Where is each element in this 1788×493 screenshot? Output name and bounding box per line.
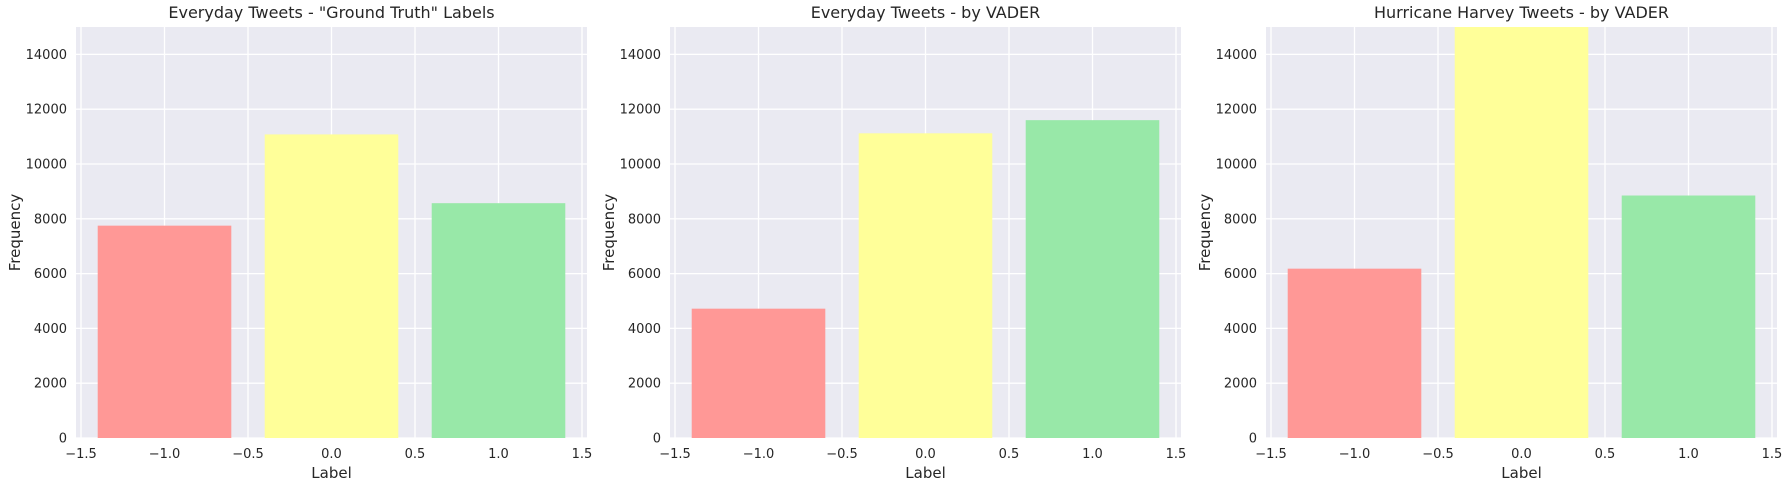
x-tick-label: 0.0 xyxy=(915,447,936,462)
bars xyxy=(97,134,566,438)
bar xyxy=(858,133,993,438)
x-tick-label: −0.5 xyxy=(1422,447,1454,462)
y-tick-label: 10000 xyxy=(26,158,67,173)
x-tick-label: −1.5 xyxy=(65,447,97,462)
x-tick-label: 0.0 xyxy=(1511,447,1532,462)
x-tick-label: 1.0 xyxy=(1082,447,1103,462)
y-tick-label: 2000 xyxy=(628,377,661,392)
y-tick-label: 4000 xyxy=(34,322,67,337)
y-axis-label: Frequency xyxy=(600,194,618,272)
bar xyxy=(1621,195,1756,438)
y-tick-label: 14000 xyxy=(26,48,67,63)
y-tick-label: 2000 xyxy=(34,377,67,392)
x-tick-label: −0.5 xyxy=(232,447,264,462)
x-tick-label: −1.5 xyxy=(659,447,691,462)
bar xyxy=(691,308,826,438)
y-tick-label: 4000 xyxy=(628,322,661,337)
x-tick-label: −0.5 xyxy=(826,447,858,462)
y-axis-label: Frequency xyxy=(1196,194,1214,272)
y-tick-label: 8000 xyxy=(34,212,67,227)
x-tick-label: 0.0 xyxy=(321,447,342,462)
x-tick-label: −1.0 xyxy=(149,447,181,462)
bars xyxy=(691,120,1160,438)
bar xyxy=(1454,27,1589,438)
x-axis-label: Label xyxy=(1501,464,1541,482)
bar xyxy=(97,225,232,438)
x-tick-label: 1.5 xyxy=(1166,447,1187,462)
y-tick-label: 6000 xyxy=(1224,267,1257,282)
x-axis-label: Label xyxy=(905,464,945,482)
bar xyxy=(264,134,399,438)
x-tick-label: −1.0 xyxy=(743,447,775,462)
y-tick-label: 6000 xyxy=(34,267,67,282)
x-tick-label: 0.5 xyxy=(999,447,1020,462)
y-axis-label: Frequency xyxy=(6,194,24,272)
chart-panel-2: 0 2000 4000 6000 8000 10000 12000 14000 −1.5 −1.0… xyxy=(600,3,1186,482)
x-tick-label: 1.5 xyxy=(572,447,593,462)
chart-title: Everyday Tweets - by VADER xyxy=(811,3,1041,22)
y-tick-label: 12000 xyxy=(26,103,67,118)
y-tick-label: 0 xyxy=(1249,432,1257,447)
y-tick-label: 14000 xyxy=(1216,48,1257,63)
chart-title: Everyday Tweets - "Ground Truth" Labels xyxy=(168,3,494,22)
x-tick-label: 0.5 xyxy=(405,447,426,462)
bar xyxy=(431,203,566,438)
x-axis-label: Label xyxy=(311,464,351,482)
y-tick-label: 8000 xyxy=(628,212,661,227)
x-tick-label: 0.5 xyxy=(1595,447,1616,462)
chart-panel-1: 0 2000 4000 6000 8000 10000 12000 14000 −1.5 −1.0… xyxy=(6,3,592,482)
y-tick-label: 14000 xyxy=(620,48,661,63)
x-tick-label: 1.0 xyxy=(488,447,509,462)
y-tick-label: 12000 xyxy=(620,103,661,118)
bar xyxy=(1287,268,1422,438)
y-tick-label: 6000 xyxy=(628,267,661,282)
x-tick-label: −1.5 xyxy=(1255,447,1287,462)
y-tick-label: 4000 xyxy=(1224,322,1257,337)
y-tick-label: 0 xyxy=(653,432,661,447)
x-tick-label: 1.0 xyxy=(1678,447,1699,462)
y-tick-label: 2000 xyxy=(1224,377,1257,392)
chart-title: Hurricane Harvey Tweets - by VADER xyxy=(1374,3,1669,22)
x-tick-label: 1.5 xyxy=(1762,447,1783,462)
bars xyxy=(1287,27,1756,438)
y-tick-label: 10000 xyxy=(1216,158,1257,173)
chart-panel-3: 0 2000 4000 6000 8000 10000 12000 14000 −1.5 −1.0… xyxy=(1196,3,1782,482)
y-tick-label: 0 xyxy=(59,432,67,447)
y-tick-label: 10000 xyxy=(620,158,661,173)
x-tick-label: −1.0 xyxy=(1339,447,1371,462)
y-tick-label: 12000 xyxy=(1216,103,1257,118)
bar xyxy=(1025,120,1160,438)
y-tick-label: 8000 xyxy=(1224,212,1257,227)
